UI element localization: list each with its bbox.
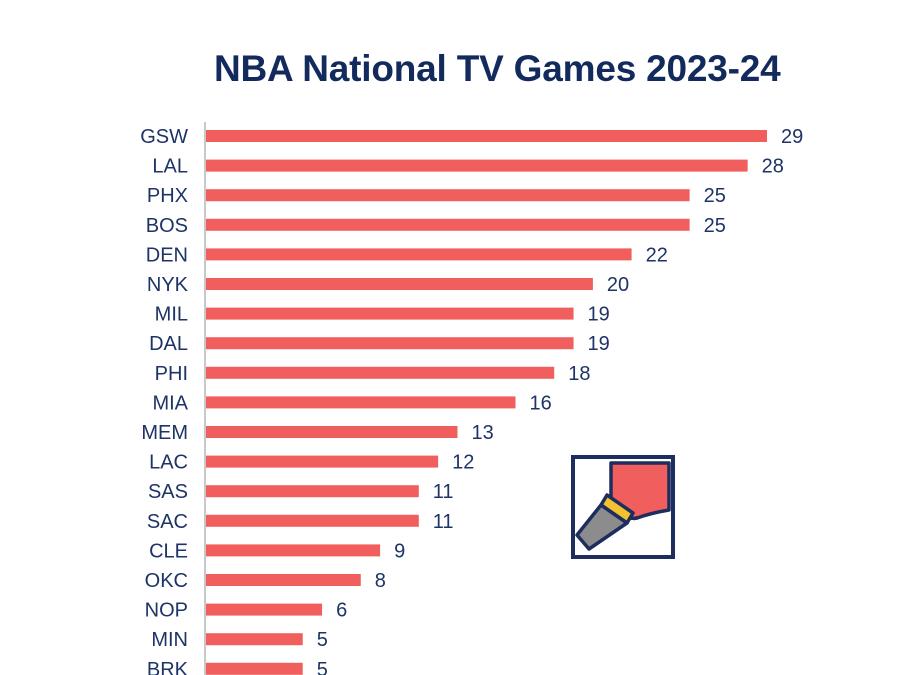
value-label-brk: 5 — [317, 659, 328, 675]
value-label-sac: 11 — [433, 511, 454, 533]
flashlight-logo — [571, 455, 675, 559]
bar-gsw — [206, 130, 767, 142]
bar-mil — [206, 307, 574, 320]
value-label-lal: 28 — [762, 156, 784, 178]
value-label-phi: 18 — [568, 363, 590, 385]
category-label-dal: DAL — [149, 333, 188, 355]
category-label-nyk: NYK — [147, 274, 189, 296]
category-label-lal: LAL — [152, 156, 188, 178]
value-label-mem: 13 — [471, 422, 493, 444]
bar-dal — [206, 337, 574, 350]
bar-okc — [206, 574, 361, 586]
category-label-gsw: GSW — [140, 126, 188, 148]
bar-sas — [206, 485, 419, 498]
value-label-cle: 9 — [394, 540, 405, 562]
value-label-nop: 6 — [336, 600, 347, 622]
category-label-mem: MEM — [141, 422, 188, 444]
category-label-mil: MIL — [155, 304, 188, 326]
bar-den — [206, 248, 632, 261]
value-label-mia: 16 — [530, 392, 552, 414]
flashlight-icon — [571, 455, 675, 559]
value-label-bos: 25 — [704, 215, 726, 237]
category-label-brk: BRK — [147, 659, 189, 675]
flashlight-handle — [575, 503, 629, 551]
chart-title: NBA National TV Games 2023-24 — [214, 48, 781, 89]
value-label-nyk: 20 — [607, 274, 629, 296]
value-label-min: 5 — [317, 629, 328, 651]
value-label-dal: 19 — [588, 333, 610, 355]
category-label-okc: OKC — [145, 570, 188, 592]
bars-group — [206, 130, 767, 675]
bar-lal — [206, 159, 748, 172]
bar-lac — [206, 455, 439, 468]
category-label-sas: SAS — [148, 481, 188, 503]
bar-nop — [206, 603, 323, 616]
bar-mem — [206, 426, 458, 438]
value-label-lac: 12 — [452, 452, 474, 474]
bar-sac — [206, 514, 419, 527]
value-label-gsw: 29 — [781, 126, 803, 148]
category-label-den: DEN — [146, 244, 188, 266]
bar-phi — [206, 366, 555, 379]
category-label-sac: SAC — [147, 511, 188, 533]
category-label-cle: CLE — [149, 540, 188, 562]
category-label-phi: PHI — [155, 363, 188, 385]
category-label-nop: NOP — [145, 600, 188, 622]
bar-min — [206, 633, 303, 646]
category-label-bos: BOS — [146, 215, 188, 237]
category-label-min: MIN — [151, 629, 188, 651]
value-label-phx: 25 — [704, 185, 726, 207]
bar-brk — [206, 662, 303, 675]
category-label-mia: MIA — [152, 392, 188, 414]
value-label-okc: 8 — [375, 570, 386, 592]
bar-nyk — [206, 278, 593, 290]
bar-phx — [206, 189, 690, 202]
category-labels-group: GSW LAL PHX BOS DEN NYK MIL DAL PHI MIA MEM LAC SAS S… — [140, 126, 188, 675]
value-label-mil: 19 — [588, 304, 610, 326]
value-label-den: 22 — [646, 244, 668, 266]
category-label-lac: LAC — [149, 452, 188, 474]
bar-cle — [206, 544, 381, 557]
bar-bos — [206, 218, 690, 231]
value-label-sas: 11 — [433, 481, 454, 503]
category-label-phx: PHX — [147, 185, 188, 207]
bar-mia — [206, 396, 516, 409]
